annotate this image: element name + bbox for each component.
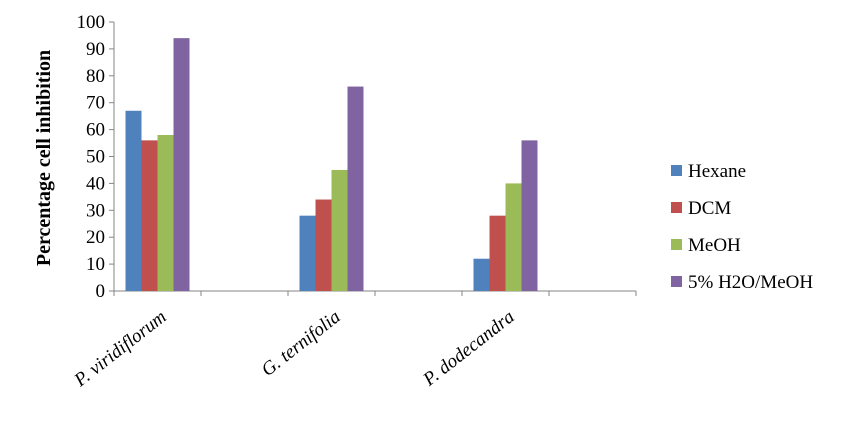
legend-label: 5% H2O/MeOH xyxy=(688,272,813,293)
y-tick-label: 40 xyxy=(86,173,105,194)
bar xyxy=(473,258,490,291)
y-axis-title: Percentage cell inhibition xyxy=(33,50,55,266)
legend-swatch xyxy=(671,276,682,287)
bar xyxy=(347,86,364,291)
y-tick-label: 30 xyxy=(86,200,105,221)
y-tick-label: 20 xyxy=(86,227,105,248)
bar xyxy=(157,134,174,291)
axes xyxy=(109,21,637,296)
y-tick-label: 50 xyxy=(86,147,105,168)
legend-swatch xyxy=(671,165,682,176)
legend-label: MeOH xyxy=(688,235,741,256)
y-tick-label: 100 xyxy=(77,12,106,33)
x-tick-label: P. viridiflorum xyxy=(70,306,171,391)
y-tick-label: 60 xyxy=(86,120,105,141)
legend-swatch xyxy=(671,202,682,213)
y-tick-label: 10 xyxy=(86,254,105,275)
y-tick-label: 0 xyxy=(96,281,106,302)
legend-label: Hexane xyxy=(688,161,746,182)
x-tick-label: G. ternifolia xyxy=(258,306,345,380)
bar xyxy=(299,215,316,291)
bar xyxy=(331,169,348,291)
legend-swatch xyxy=(671,239,682,250)
bar xyxy=(489,215,506,291)
bar xyxy=(141,140,158,291)
y-tick-label: 70 xyxy=(86,93,105,114)
bar xyxy=(521,140,538,291)
bar xyxy=(505,183,522,291)
bar xyxy=(173,38,190,291)
legend-label: DCM xyxy=(688,198,731,219)
legend: Hexane DCM MeOH 5% H2O/MeOH xyxy=(671,161,813,293)
bar xyxy=(315,199,332,291)
y-tick-label: 80 xyxy=(86,66,105,87)
y-tick-label: 90 xyxy=(86,39,105,60)
x-tick-label: P. dodecandra xyxy=(419,306,519,391)
bars xyxy=(125,38,538,292)
bar xyxy=(125,110,142,292)
